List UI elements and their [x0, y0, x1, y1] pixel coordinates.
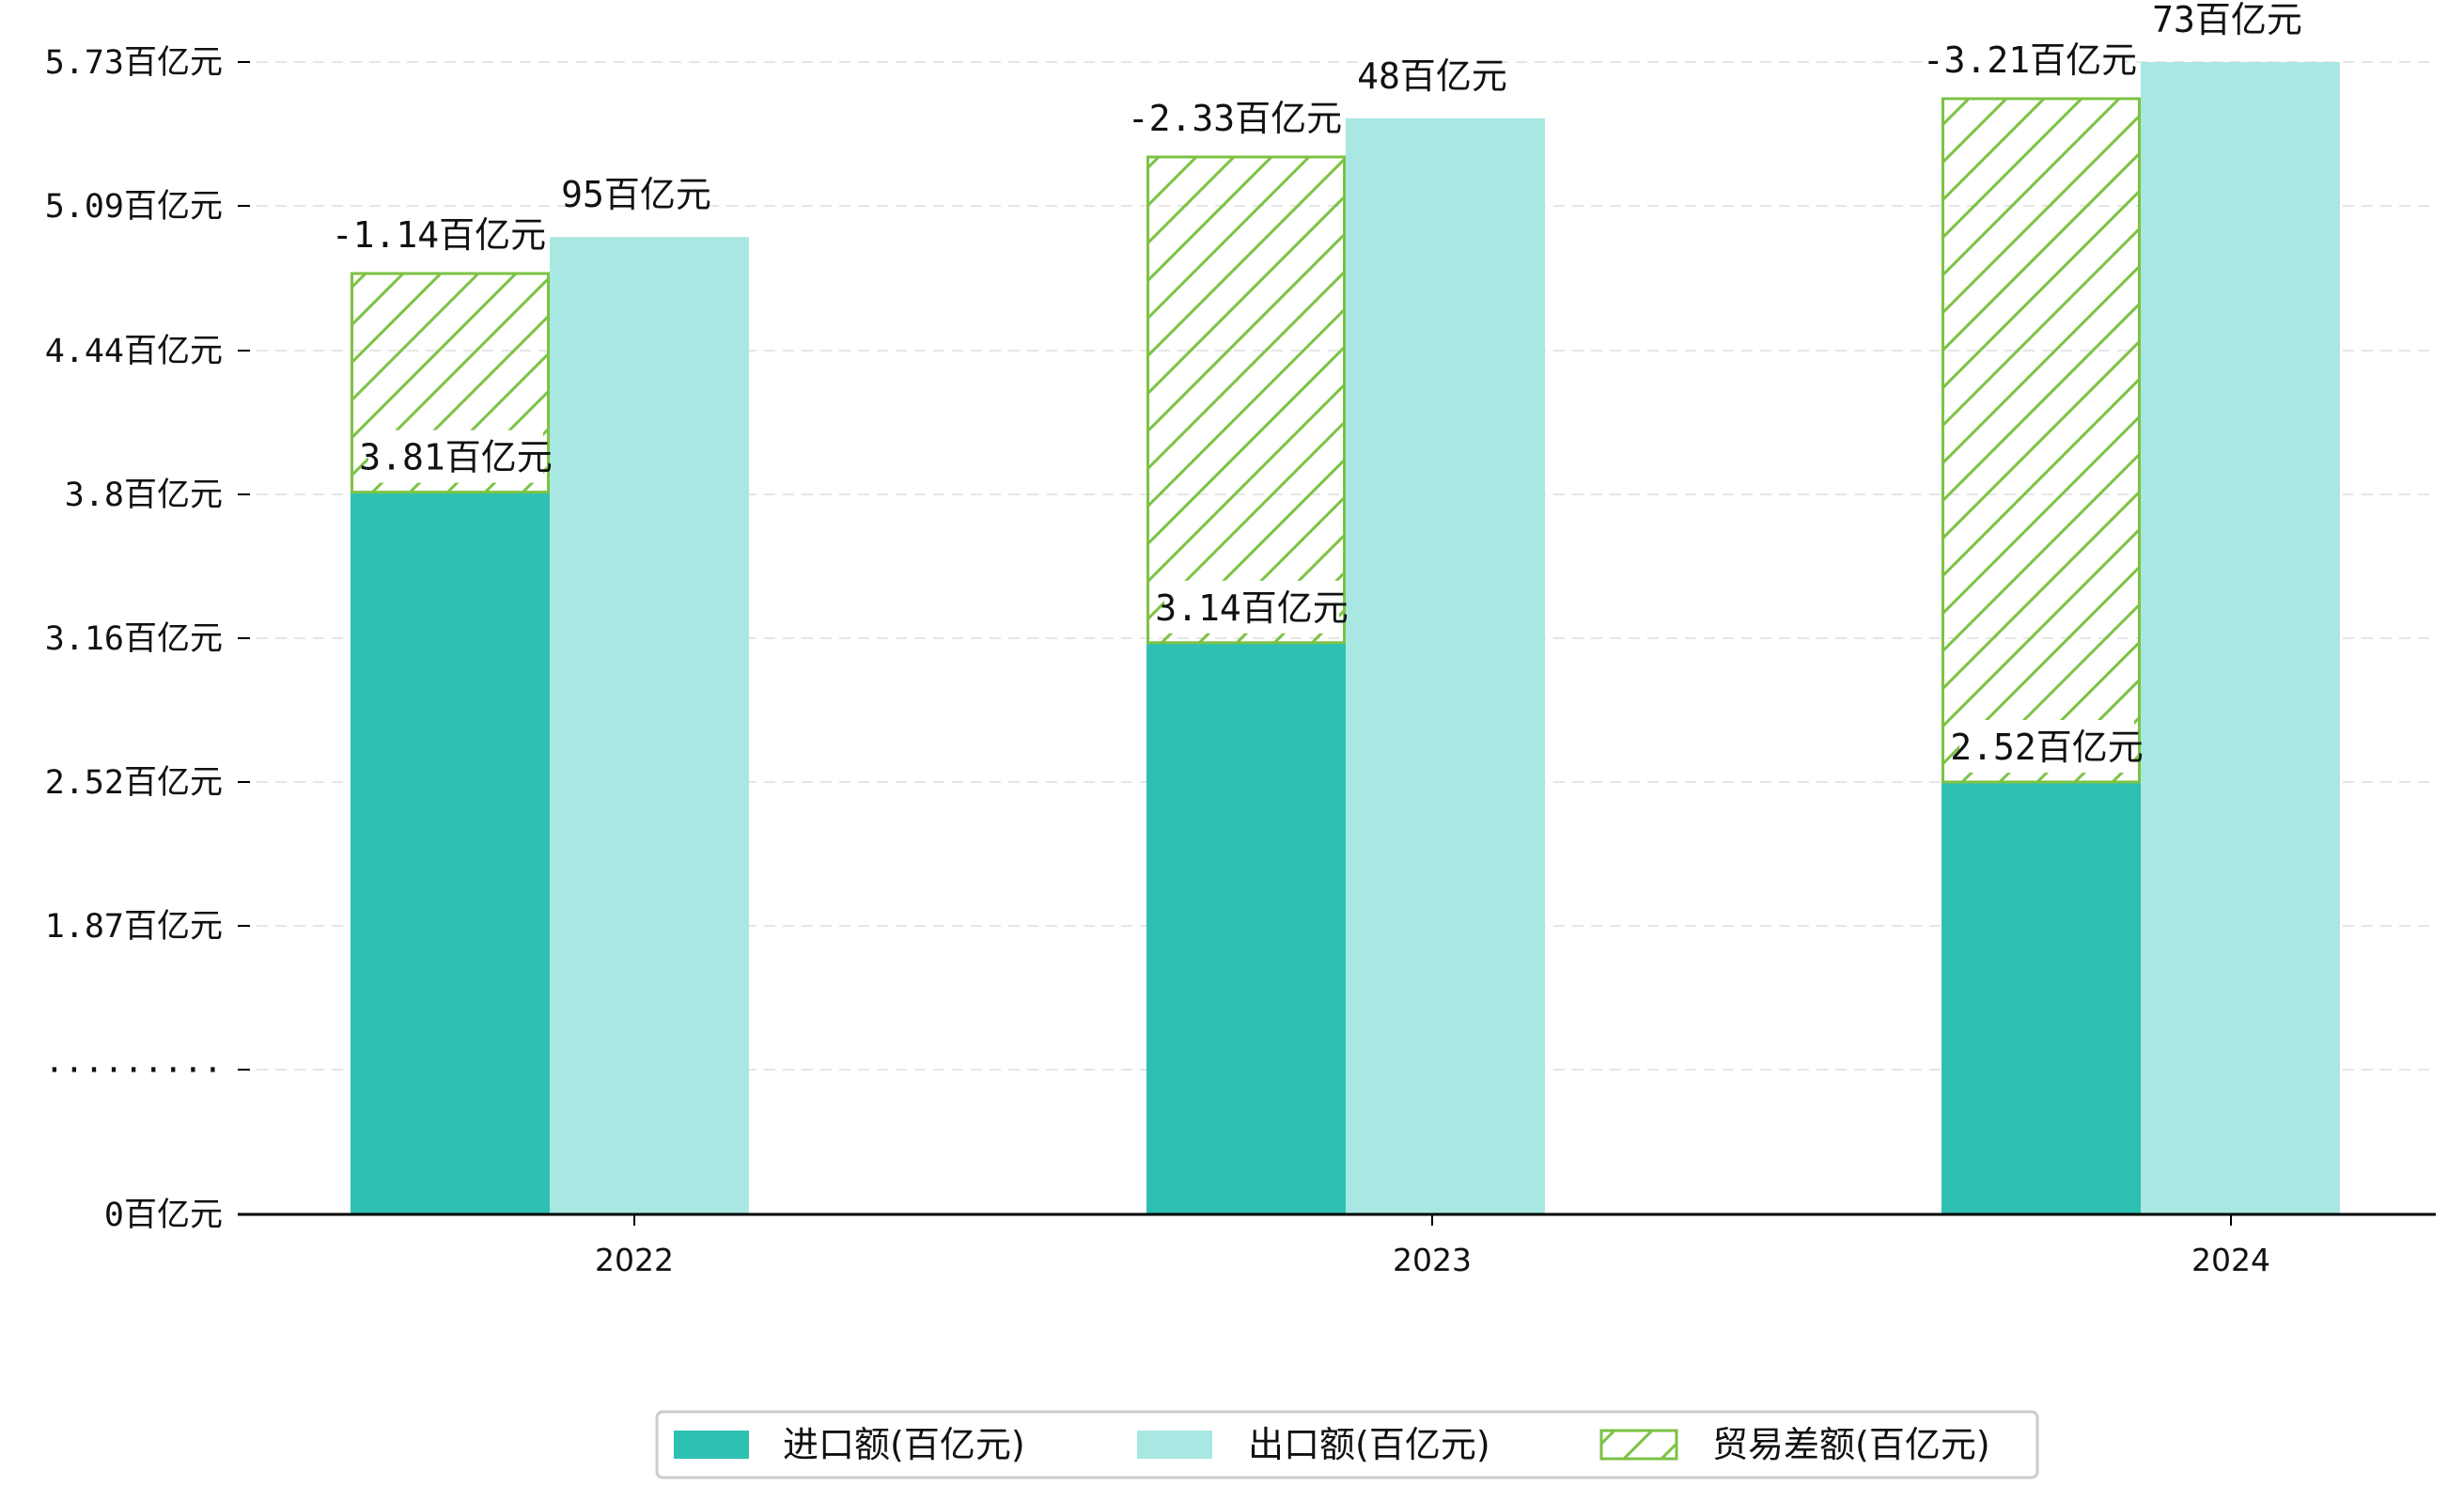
legend-box: [655, 1410, 2039, 1479]
bar-import-2022: [351, 492, 550, 1214]
data-label-import-2023-bg: [1164, 580, 1339, 634]
legend-swatch-3: [1599, 1429, 1678, 1461]
bar-export-2024: [2141, 62, 2340, 1214]
data-labels: 3.81百亿元 95百亿元 -1.14百亿元 3.14百亿元 48百亿元 -2.33百亿元…: [332, 0, 2302, 773]
y-tick-label: 2.52百亿元: [45, 764, 223, 802]
data-label-import-2023: 3.14百亿元: [1155, 587, 1349, 629]
data-label-export-2023-bg: [1362, 48, 1503, 102]
legend-label-1: 进口额(百亿元): [783, 1424, 1025, 1465]
legend-swatch-1: [674, 1431, 749, 1459]
data-label-import-2024-bg: [1959, 720, 2134, 773]
data-label-import-2022: 3.81百亿元: [359, 437, 553, 478]
bar-export-2023: [1346, 117, 1545, 1214]
legend-label-2: 出口额(百亿元): [1248, 1424, 1490, 1465]
data-label-balance-2023: -2.33百亿元: [1128, 98, 1342, 139]
legend-swatch-2: [1137, 1431, 1212, 1459]
axes: 0百亿元 ········· 1.87百亿元 2.52百亿元 3.16百亿元 3.8百亿元…: [44, 44, 2436, 1278]
data-label-balance-2024-bg: [1934, 33, 2126, 86]
bar-export-2022: [550, 237, 749, 1215]
data-label-export-2022: 95百亿元: [561, 174, 711, 215]
data-label-balance-2022-bg: [343, 208, 535, 260]
legend: 进口额(百亿元) 出口额(百亿元) 贸易差额(百亿元): [655, 1410, 2039, 1479]
bars: [351, 62, 2340, 1215]
y-tick-label: 4.44百亿元: [45, 333, 223, 370]
bar-balance-2024: [1942, 97, 2141, 784]
x-tick-label-2022: 2022: [595, 1242, 674, 1278]
x-tick-label-2024: 2024: [2191, 1242, 2270, 1278]
y-tick-label: 5.73百亿元: [45, 44, 223, 82]
data-label-export-2022-bg: [566, 167, 707, 221]
data-label-import-2024: 2.52百亿元: [1950, 727, 2144, 768]
legend-label-3: 贸易差额(百亿元): [1712, 1424, 1990, 1465]
y-tick-label: ·········: [44, 1052, 223, 1089]
data-label-export-2023: 48百亿元: [1357, 55, 1507, 97]
bar-import-2024: [1942, 782, 2141, 1214]
y-tick-label: 3.8百亿元: [65, 477, 223, 514]
bar-balance-2023: [1146, 155, 1346, 645]
data-label-balance-2023-bg: [1139, 91, 1331, 144]
bar-import-2023: [1146, 642, 1346, 1214]
x-tick-label-2023: 2023: [1393, 1242, 1472, 1278]
y-tick-label: 3.16百亿元: [45, 620, 223, 658]
y-tick-label: 5.09百亿元: [45, 188, 223, 226]
data-label-balance-2022: -1.14百亿元: [332, 214, 546, 256]
data-label-export-2024-bg: [2157, 0, 2298, 45]
data-label-export-2024: 73百亿元: [2152, 0, 2302, 40]
data-label-import-2022-bg: [368, 430, 543, 483]
data-label-balance-2024: -3.21百亿元: [1923, 39, 2137, 81]
y-tick-label: 1.87百亿元: [45, 908, 223, 946]
y-tick-label: 0百亿元: [104, 1197, 223, 1234]
